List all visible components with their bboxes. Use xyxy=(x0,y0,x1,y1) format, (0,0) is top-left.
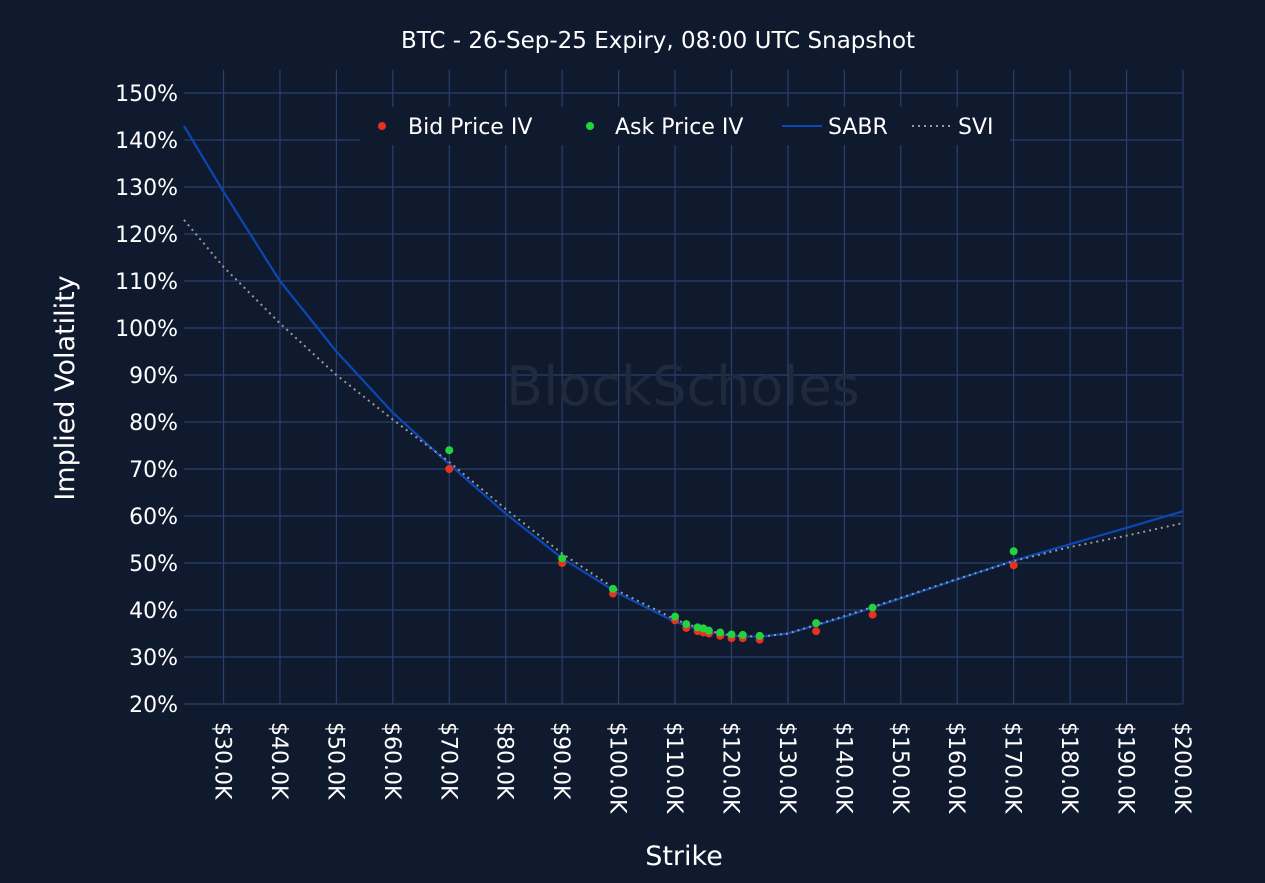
legend-label-svi: SVI xyxy=(958,115,994,140)
y-tick-label: 50% xyxy=(129,552,178,577)
grid xyxy=(184,70,1184,705)
point-ask-price-iv xyxy=(755,631,764,640)
x-tick-label: $60.0K xyxy=(379,722,404,800)
legend-background xyxy=(360,107,1010,145)
legend-label-bid: Bid Price IV xyxy=(408,115,532,140)
point-bid-price-iv xyxy=(445,465,454,473)
x-tick-label: $30.0K xyxy=(210,722,235,800)
x-tick-label: $200.0K xyxy=(1169,722,1194,814)
x-tick-label: $110.0K xyxy=(661,722,686,814)
x-tick-label: $130.0K xyxy=(774,722,799,814)
y-tick-label: 40% xyxy=(129,599,178,624)
point-ask-price-iv xyxy=(608,584,617,593)
x-tick-label: $70.0K xyxy=(435,722,460,800)
y-tick-label: 130% xyxy=(115,176,178,201)
point-ask-price-iv xyxy=(716,628,725,637)
legend-label-ask: Ask Price IV xyxy=(615,115,743,140)
x-tick-label: $180.0K xyxy=(1056,722,1081,814)
x-tick-label: $140.0K xyxy=(830,722,855,814)
legend-label-sabr: SABR xyxy=(828,115,888,140)
axis-ticks: 20% 30% 40% 50% 60% 70% 80% 90% 100% 110% 120% 130%… xyxy=(115,82,1194,814)
point-ask-price-iv xyxy=(445,446,454,455)
legend-marker-ask xyxy=(586,122,594,130)
point-ask-price-iv xyxy=(704,626,713,635)
y-tick-label: 20% xyxy=(129,693,178,718)
point-ask-price-iv xyxy=(738,630,747,639)
point-ask-price-iv xyxy=(671,612,680,621)
y-tick-label: 70% xyxy=(129,458,178,483)
y-tick-label: 150% xyxy=(115,82,178,107)
y-tick-label: 90% xyxy=(129,364,178,389)
x-tick-label: $170.0K xyxy=(1000,722,1025,814)
x-tick-label: $150.0K xyxy=(887,722,912,814)
point-bid-price-iv xyxy=(812,627,821,636)
y-tick-label: 140% xyxy=(115,129,178,154)
point-ask-price-iv xyxy=(558,554,567,563)
y-tick-label: 60% xyxy=(129,505,178,530)
y-tick-label: 110% xyxy=(115,270,178,295)
point-bid-price-iv xyxy=(868,610,877,619)
point-ask-price-iv xyxy=(1009,547,1018,556)
x-tick-label: $40.0K xyxy=(266,722,291,800)
series-layer xyxy=(183,125,1184,644)
x-tick-label: $120.0K xyxy=(717,722,742,814)
x-tick-label: $80.0K xyxy=(492,722,517,800)
y-tick-label: 30% xyxy=(129,646,178,671)
chart-title: BTC - 26-Sep-25 Expiry, 08:00 UTC Snapsh… xyxy=(401,28,915,54)
watermark: BlockScholes xyxy=(506,355,860,418)
y-tick-label: 80% xyxy=(129,411,178,436)
point-ask-price-iv xyxy=(868,603,877,612)
x-axis-title: Strike xyxy=(645,841,723,872)
point-ask-price-iv xyxy=(727,630,736,639)
legend: Bid Price IV Ask Price IV SABR SVI xyxy=(360,107,1010,145)
x-tick-label: $100.0K xyxy=(605,722,630,814)
y-tick-label: 100% xyxy=(115,317,178,342)
x-tick-label: $190.0K xyxy=(1113,722,1138,814)
x-tick-label: $90.0K xyxy=(548,722,573,800)
point-ask-price-iv xyxy=(682,620,691,629)
y-axis-title: Implied Volatility xyxy=(50,275,81,500)
x-tick-label: $50.0K xyxy=(322,722,347,800)
y-tick-label: 120% xyxy=(115,223,178,248)
point-bid-price-iv xyxy=(1009,561,1018,570)
point-ask-price-iv xyxy=(812,619,821,628)
legend-marker-bid xyxy=(378,122,386,130)
x-tick-label: $160.0K xyxy=(943,722,968,814)
